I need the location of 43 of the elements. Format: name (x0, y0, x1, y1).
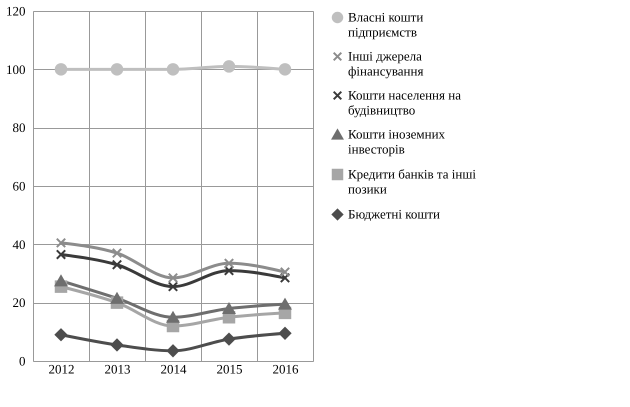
legend-label: Кредити банків та інші позики (348, 166, 476, 196)
legend-label: Кошти населення на будівництво (348, 88, 462, 118)
point (224, 258, 234, 268)
y-tick-label: 20 (12, 295, 26, 310)
y-tick-label: 60 (12, 178, 26, 194)
x-tick-label: 2015 (216, 362, 242, 376)
legend-label: Власні кошти підприємств (348, 10, 424, 40)
point (54, 328, 68, 341)
x-tick-label: 2013 (104, 362, 130, 376)
x-tick-label: 2012 (48, 362, 74, 376)
x-tick-label: 2016 (272, 362, 299, 376)
point (56, 249, 66, 260)
y-tick-label: 40 (12, 236, 26, 252)
y-tick-label: 120 (6, 4, 26, 18)
point (222, 60, 236, 73)
point (278, 298, 292, 310)
legend-label: Кошти іноземних інвесторів (348, 126, 446, 156)
point (166, 344, 180, 358)
point (222, 332, 236, 346)
x-tick-label: 2014 (160, 362, 187, 376)
point (280, 272, 290, 284)
point (112, 260, 122, 270)
point (222, 302, 236, 314)
legend-label: Бюджетні кошти (348, 206, 440, 222)
y-tick-label: 0 (19, 354, 26, 368)
point (110, 338, 124, 352)
point (278, 63, 292, 76)
point (168, 281, 178, 292)
point (166, 63, 180, 76)
point (54, 275, 68, 286)
point (168, 272, 178, 284)
point (166, 312, 180, 323)
point (278, 327, 292, 340)
legend-label: Інші джерела фінансування (348, 48, 424, 78)
y-tick-label: 80 (12, 120, 26, 136)
point (112, 248, 122, 258)
point (110, 63, 124, 76)
point (224, 265, 234, 276)
point (110, 292, 124, 304)
point (280, 266, 290, 278)
point (56, 238, 66, 248)
y-tick-label: 100 (6, 62, 26, 77)
point (54, 63, 68, 76)
